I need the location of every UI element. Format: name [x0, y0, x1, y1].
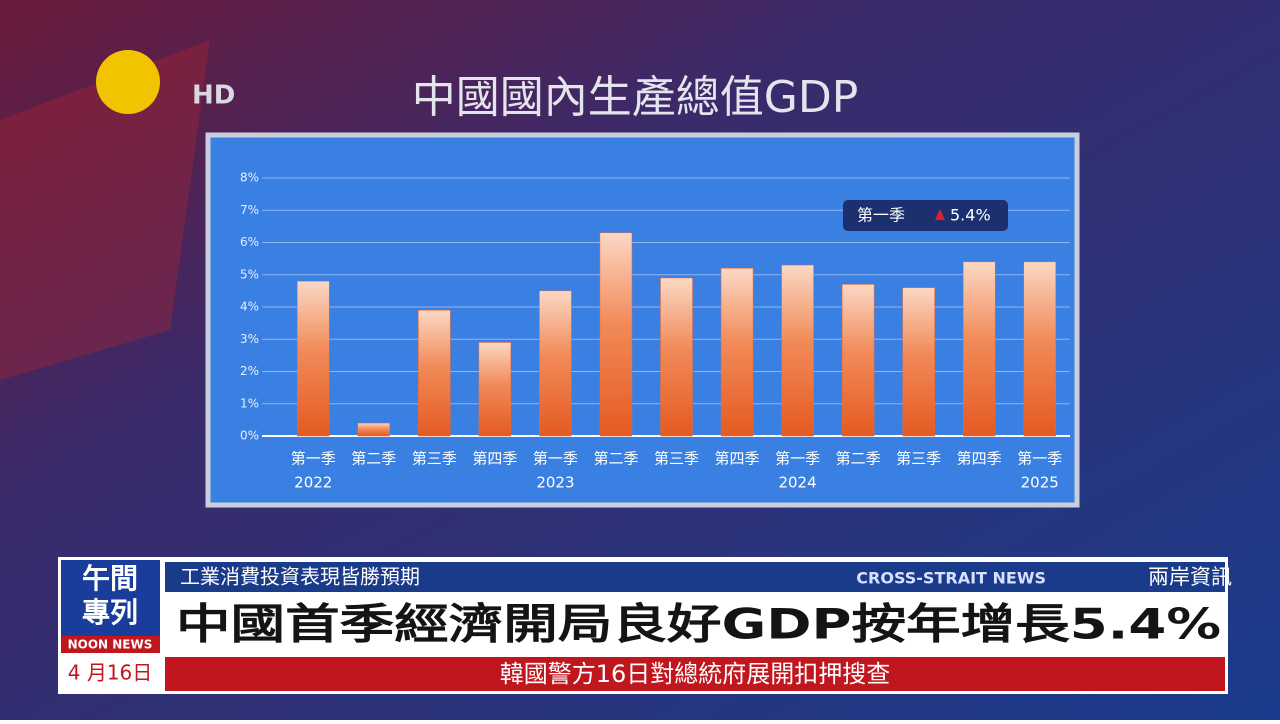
chart-title: 中國國內生產總值GDP: [412, 72, 859, 123]
crawl-bar: [165, 657, 1225, 691]
up-arrow: [935, 209, 945, 220]
x-tick-label: 第四季: [715, 450, 760, 468]
bar: [841, 284, 875, 437]
date: 4 月16日: [68, 661, 153, 685]
y-tick-label: 0%: [240, 429, 259, 443]
y-tick-label: 6%: [240, 235, 259, 249]
x-tick-label: 第一季: [291, 450, 336, 468]
crawl: 韓國警方16日對總統府展開扣押搜查: [500, 660, 891, 688]
kicker: 工業消費投資表現皆勝預期: [180, 565, 420, 589]
year-label: 2024: [778, 474, 816, 492]
x-tick-label: 第三季: [412, 450, 457, 468]
x-tick-label: 第四季: [472, 450, 517, 468]
x-tick-label: 第三季: [654, 450, 699, 468]
program-english: NOON NEWS: [68, 638, 153, 652]
program-en-bar: [61, 636, 160, 653]
section-zh: 兩岸資訊: [1148, 565, 1232, 589]
program-line2: 專列: [82, 596, 138, 629]
logo: [96, 50, 160, 114]
channel-tag: HD: [192, 81, 235, 111]
bar: [720, 268, 754, 437]
x-tick-label: 第一季: [775, 450, 820, 468]
y-tick-label: 3%: [240, 332, 259, 346]
annotation-label: 第一季: [857, 206, 905, 225]
flag-hint: [0, 40, 210, 380]
y-tick-label: 5%: [240, 267, 259, 281]
bar: [1023, 261, 1056, 437]
annotation-text: 5.4%: [950, 206, 991, 225]
x-tick-label: 第二季: [351, 450, 396, 468]
kicker-bar: [165, 562, 1225, 592]
section-en: CROSS-STRAIT NEWS: [856, 569, 1046, 588]
headline: 中國首季經濟開局良好GDP按年增長5.4%: [176, 600, 1221, 649]
x-tick-label: 第二季: [593, 450, 638, 468]
bar: [418, 309, 451, 437]
y-tick-label: 4%: [240, 300, 259, 314]
y-tick-label: 2%: [240, 364, 259, 378]
annotation-box: [843, 200, 1008, 231]
bar: [962, 261, 996, 437]
x-tick-label: 第四季: [957, 450, 1002, 468]
y-tick-label: 7%: [240, 203, 259, 217]
y-tick-label: 1%: [240, 396, 259, 410]
bar: [599, 232, 633, 437]
x-tick-label: 第二季: [836, 450, 881, 468]
x-tick-label: 第一季: [533, 450, 578, 468]
program-line1: 午間: [82, 562, 138, 595]
bar: [781, 264, 814, 437]
bar: [478, 342, 512, 437]
bar: [539, 290, 572, 437]
x-tick-label: 第一季: [1017, 450, 1062, 468]
y-tick-label: 8%: [240, 171, 259, 185]
year-label: 2022: [294, 474, 332, 492]
chart-panel: [205, 132, 1080, 508]
bar: [357, 422, 391, 437]
year-label: 2023: [536, 474, 574, 492]
bar: [297, 280, 330, 437]
bar: [902, 287, 935, 437]
x-tick-label: 第三季: [896, 450, 941, 468]
year-label: 2025: [1021, 474, 1059, 492]
bar: [660, 277, 693, 437]
